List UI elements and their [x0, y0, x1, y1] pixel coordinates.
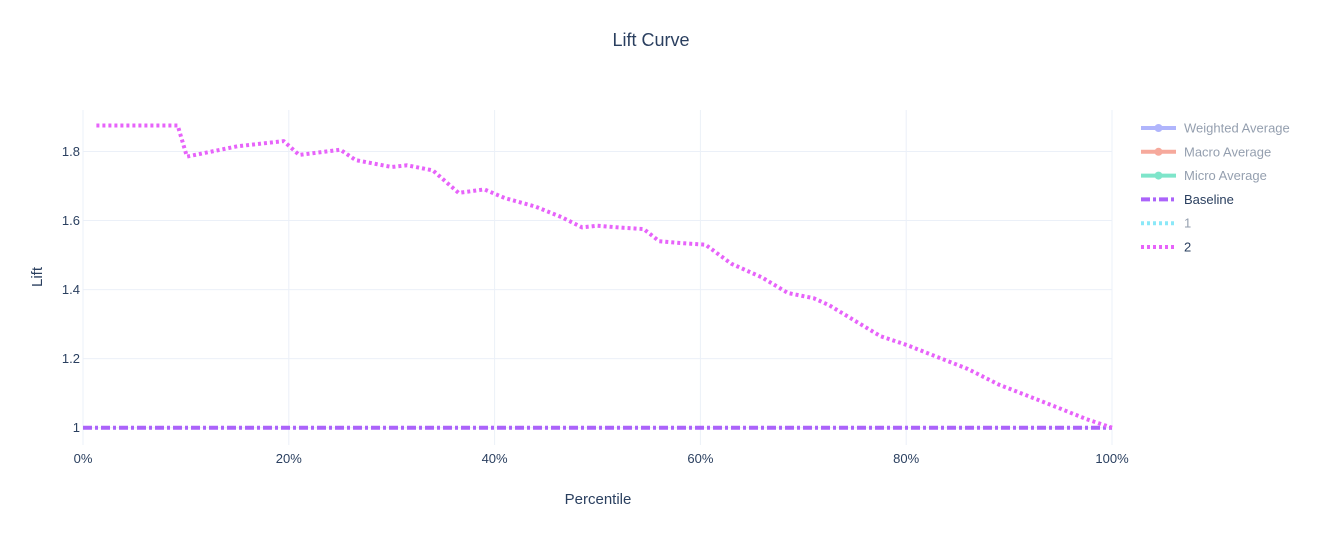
x-tick-label: 20%: [276, 451, 302, 466]
series-line-2[interactable]: [96, 123, 1113, 430]
legend-label: Micro Average: [1184, 168, 1267, 183]
legend-marker: [1154, 171, 1163, 180]
legend-item-1[interactable]: 1: [1141, 216, 1191, 231]
legend-item-2[interactable]: 2: [1141, 240, 1191, 255]
y-tick-label: 1.4: [62, 282, 80, 297]
chart-title: Lift Curve: [612, 30, 689, 50]
x-tick-label: 0%: [74, 451, 93, 466]
y-tick-label: 1.8: [62, 144, 80, 159]
x-tick-label: 60%: [687, 451, 713, 466]
y-tick-label: 1: [73, 420, 80, 435]
x-axis-title: Percentile: [565, 491, 632, 508]
legend: Weighted Average Macro Average Micro Avera…: [1141, 121, 1290, 255]
x-tick-label: 80%: [893, 451, 919, 466]
legend-item-baseline[interactable]: Baseline: [1141, 192, 1234, 207]
x-axis-ticks: 0% 20% 40% 60% 80% 100%: [74, 451, 1129, 466]
legend-item-micro-average[interactable]: Micro Average: [1141, 168, 1267, 183]
grid-lines: [82, 110, 1113, 445]
legend-marker: [1154, 147, 1163, 156]
legend-label: Baseline: [1184, 192, 1234, 207]
y-axis-title: Lift: [29, 266, 46, 287]
x-tick-label: 100%: [1095, 451, 1129, 466]
legend-item-macro-average[interactable]: Macro Average: [1141, 144, 1271, 159]
legend-item-weighted-average[interactable]: Weighted Average: [1141, 121, 1290, 136]
legend-label: Macro Average: [1184, 144, 1271, 159]
legend-label: 1: [1184, 216, 1191, 231]
legend-marker: [1154, 124, 1163, 132]
y-tick-label: 1.6: [62, 213, 80, 228]
plot-area[interactable]: [83, 123, 1113, 430]
x-tick-label: 40%: [482, 451, 508, 466]
legend-label: 2: [1184, 240, 1191, 255]
y-axis-ticks: 1 1.2 1.4 1.6 1.8: [62, 144, 80, 435]
y-tick-label: 1.2: [62, 351, 80, 366]
legend-label: Weighted Average: [1184, 121, 1290, 136]
